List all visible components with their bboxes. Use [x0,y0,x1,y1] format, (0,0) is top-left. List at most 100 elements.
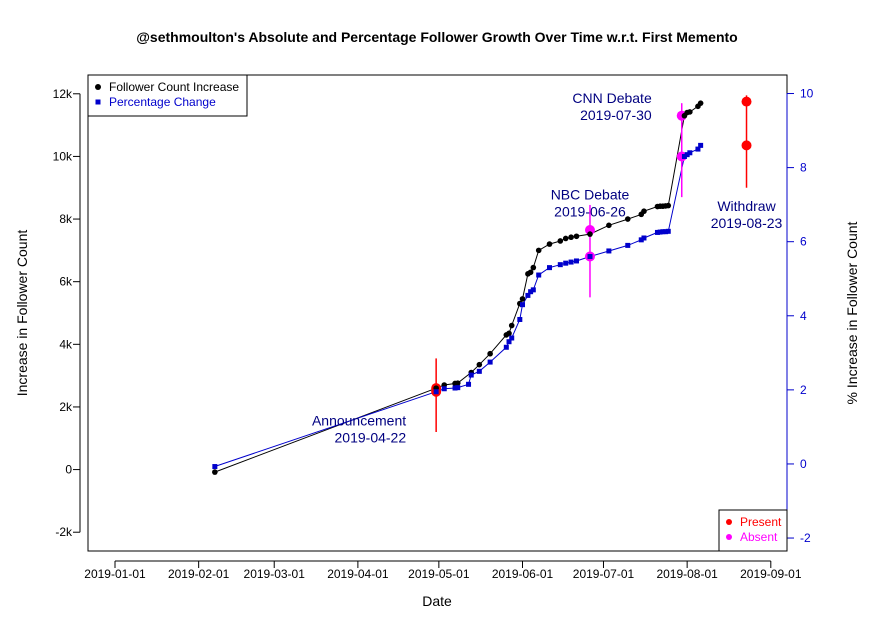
event-date-cnn-debate: 2019-07-30 [580,107,652,123]
x-tick-label: 2019-04-01 [327,567,389,581]
data-point-percentage [665,228,671,234]
data-point-follower [506,330,512,337]
x-tick-label: 2019-07-01 [573,567,635,581]
data-point-percentage [455,385,461,391]
data-point-follower [454,380,461,386]
data-point-follower [641,208,647,215]
y2-tick-label: 4 [800,309,807,323]
event-label-nbc-debate: NBC Debate [551,187,630,203]
legend-label-follower: Follower Count Increase [109,80,239,94]
data-point-follower [557,238,564,244]
data-point-percentage [466,381,472,387]
status-legend: Present Absent [718,509,788,552]
event-dot-abs-withdraw [741,96,752,107]
data-point-percentage [606,248,612,254]
data-point-percentage [468,372,474,378]
legend-marker-percentage [95,99,101,105]
y2-tick-label: 10 [800,87,814,101]
data-point-percentage [476,368,482,374]
data-point-follower [519,296,526,302]
data-point-percentage [698,142,704,148]
data-point-percentage [641,235,647,241]
event-dot-pct-withdraw [741,140,752,151]
event-date-announcement: 2019-04-22 [335,430,407,446]
status-label-absent: Absent [740,530,778,544]
y-tick-label: 0 [65,463,72,477]
y-tick-label: 6k [59,275,73,289]
data-point-follower [476,361,483,368]
y2-tick-label: 2 [800,383,807,397]
data-point-percentage [433,389,439,395]
event-dot-abs-nbc-debate [584,225,595,236]
data-point-percentage [441,386,447,392]
data-point-follower [624,216,631,222]
data-point-follower [212,469,218,475]
y2-axis-title: % Increase in Follower Count [844,221,860,404]
data-point-follower [573,233,580,240]
event-label-withdraw: Withdraw [717,198,776,214]
data-point-percentage [687,150,693,156]
y-tick-label: 4k [59,337,73,351]
y-axis-title: Increase in Follower Count [14,230,30,397]
y2-tick-label: 0 [800,457,807,471]
data-point-percentage [525,292,531,298]
y-tick-label: 12k [53,87,73,101]
series-legend: Follower Count Increase Percentage Chang… [87,74,248,117]
x-tick-label: 2019-05-01 [408,567,470,581]
y-tick-label: 10k [53,149,73,163]
status-label-present: Present [740,515,782,529]
data-point-follower [508,322,515,329]
data-point-follower [535,247,542,254]
data-point-percentage [684,152,690,158]
y2-tick-label: -2 [800,531,811,545]
legend-label-percentage: Percentage Change [109,95,216,109]
data-point-follower [606,222,612,229]
data-point-percentage [557,262,563,268]
status-legend-box [718,509,788,552]
data-point-percentage [638,237,644,243]
x-tick-label: 2019-06-01 [492,567,554,581]
event-label-announcement: Announcement [312,413,406,429]
data-point-follower [530,264,537,271]
y-tick-label: -2k [55,525,73,539]
legend-marker-follower [95,84,101,90]
event-date-nbc-debate: 2019-06-26 [554,204,626,220]
chart-title: @sethmoulton's Absolute and Percentage F… [136,29,737,45]
x-axis-title: Date [422,593,452,609]
y-tick-label: 2k [59,400,73,414]
legend-box [87,74,248,117]
data-point-follower [697,100,704,106]
data-point-percentage [452,385,458,391]
data-point-percentage [681,153,687,159]
data-point-percentage [530,287,536,293]
x-tick-label: 2019-08-01 [656,567,718,581]
data-point-follower [665,202,672,209]
series-points [212,100,704,475]
data-point-percentage [587,254,593,260]
data-point-percentage [663,229,669,235]
data-point-percentage [660,229,666,235]
data-point-percentage [517,316,523,322]
data-point-percentage [695,146,701,152]
data-point-follower [687,109,693,115]
event-label-cnn-debate: CNN Debate [572,90,652,106]
data-point-follower [487,350,493,357]
status-marker-present [726,519,732,525]
x-tick-label: 2019-02-01 [168,567,230,581]
data-point-percentage [573,258,579,264]
x-tick-label: 2019-03-01 [244,567,306,581]
data-point-follower [587,231,593,237]
data-point-percentage [212,464,218,470]
data-point-percentage [563,260,569,266]
status-marker-absent [726,534,732,540]
data-point-percentage [503,344,509,350]
event-date-withdraw: 2019-08-23 [711,215,783,231]
y-tick-label: 8k [59,212,73,226]
y2-tick-label: 8 [800,161,807,175]
data-point-percentage [654,229,660,235]
data-point-follower [562,235,569,242]
data-point-percentage [509,335,515,341]
data-point-percentage [487,359,493,365]
